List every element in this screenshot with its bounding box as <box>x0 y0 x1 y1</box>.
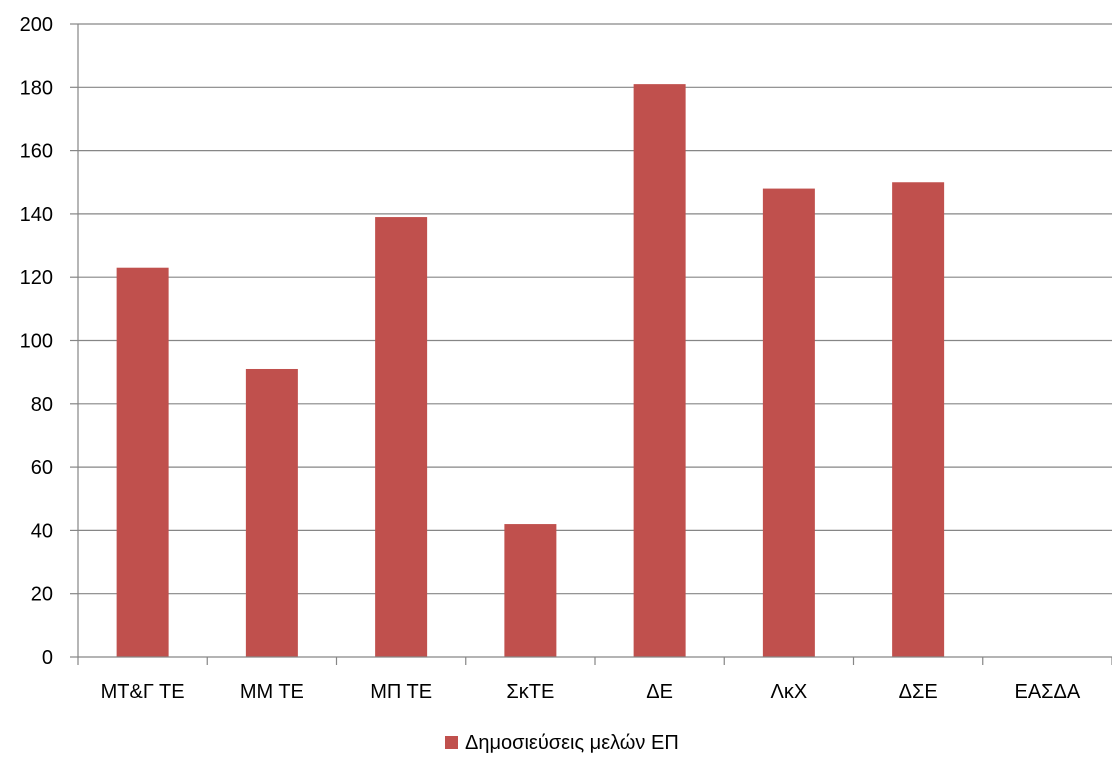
y-axis-tick-labels: 0 20 40 60 80 100 120 140 160 180 200 <box>20 14 53 669</box>
x-tick-label: ΔΕ <box>646 681 673 703</box>
legend-label: Δημοσιεύσεις μελών ΕΠ <box>465 732 679 754</box>
legend-swatch <box>445 736 458 749</box>
y-tick-label: 200 <box>20 14 53 36</box>
y-tick-label: 160 <box>20 141 53 163</box>
bar <box>892 182 945 657</box>
y-tick-label: 100 <box>20 331 53 353</box>
gridlines <box>78 23 1112 595</box>
y-tick-label: 180 <box>20 77 53 99</box>
y-tick-label: 60 <box>31 457 53 479</box>
x-tick-label: ΛκΧ <box>771 681 808 703</box>
x-tick-label: ΔΣΕ <box>899 681 938 703</box>
bar <box>633 84 686 657</box>
x-tick-label: ΜΤ&Γ ΤΕ <box>101 681 185 703</box>
y-tick-label: 40 <box>31 520 53 542</box>
axes <box>70 23 1112 665</box>
y-tick-label: 120 <box>20 267 53 289</box>
y-tick-label: 0 <box>42 647 53 669</box>
x-tick-label: ΜΜ ΤΕ <box>240 681 304 703</box>
bar <box>504 524 557 657</box>
y-tick-label: 20 <box>31 584 53 606</box>
y-tick-label: 80 <box>31 394 53 416</box>
x-tick-label: ΜΠ ΤΕ <box>370 681 432 703</box>
bar <box>245 368 298 657</box>
y-tick-label: 140 <box>20 204 53 226</box>
x-tick-label: ΣκΤΕ <box>506 681 554 703</box>
bars <box>116 84 945 657</box>
bar <box>375 217 428 657</box>
legend: Δημοσιεύσεις μελών ΕΠ <box>445 732 679 754</box>
bar <box>116 267 169 657</box>
x-axis-tick-labels: ΜΤ&Γ ΤΕ ΜΜ ΤΕ ΜΠ ΤΕ ΣκΤΕ ΔΕ ΛκΧ ΔΣΕ ΕΑΣΔΑ <box>101 681 1081 703</box>
bar <box>762 188 815 657</box>
x-tick-label: ΕΑΣΔΑ <box>1015 681 1081 703</box>
